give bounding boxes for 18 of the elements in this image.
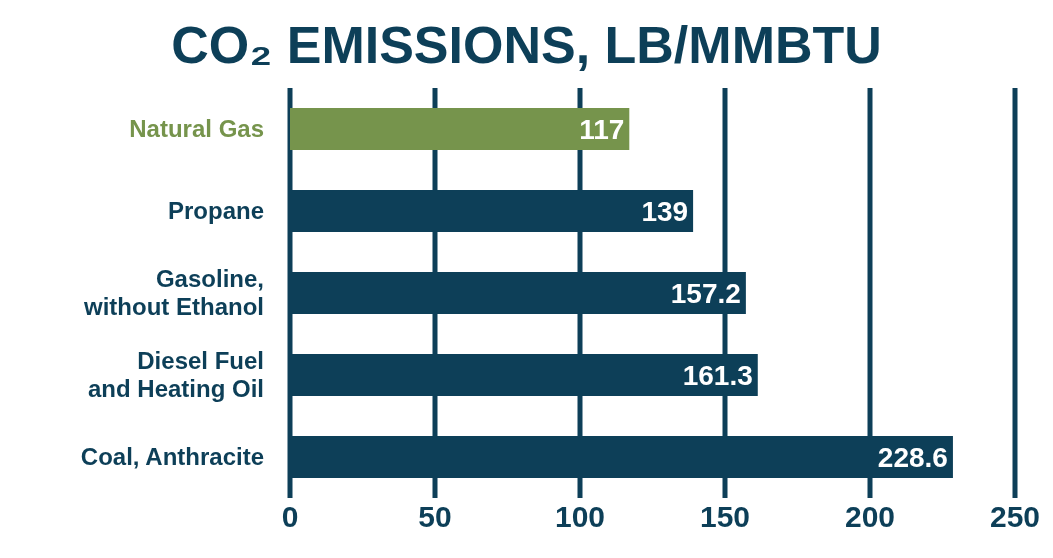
x-tick-label: 200 xyxy=(844,500,896,534)
x-tick-label: 250 xyxy=(989,500,1041,534)
x-tick-label: 100 xyxy=(554,500,606,534)
data-label: 161.3 xyxy=(682,359,753,391)
data-label: 139 xyxy=(641,195,689,227)
y-tick-label: Gasoline, without Ethanol xyxy=(83,265,264,320)
data-label: 157.2 xyxy=(670,277,741,309)
data-label: 117 xyxy=(579,113,625,145)
data-label: 228.6 xyxy=(877,441,948,473)
y-tick-label: Natural Gas xyxy=(129,115,264,142)
y-tick-label: Propane xyxy=(167,197,264,224)
x-tick-label: 50 xyxy=(418,500,452,534)
chart-title: CO₂ EMISSIONS, LB/MMBTU xyxy=(170,15,883,76)
y-tick-label: Coal, Anthracite xyxy=(80,443,264,470)
bar xyxy=(290,108,630,150)
y-tick-label: Diesel Fuel and Heating Oil xyxy=(87,347,264,402)
x-tick-label: 150 xyxy=(699,500,751,534)
x-tick-label: 0 xyxy=(281,500,299,534)
